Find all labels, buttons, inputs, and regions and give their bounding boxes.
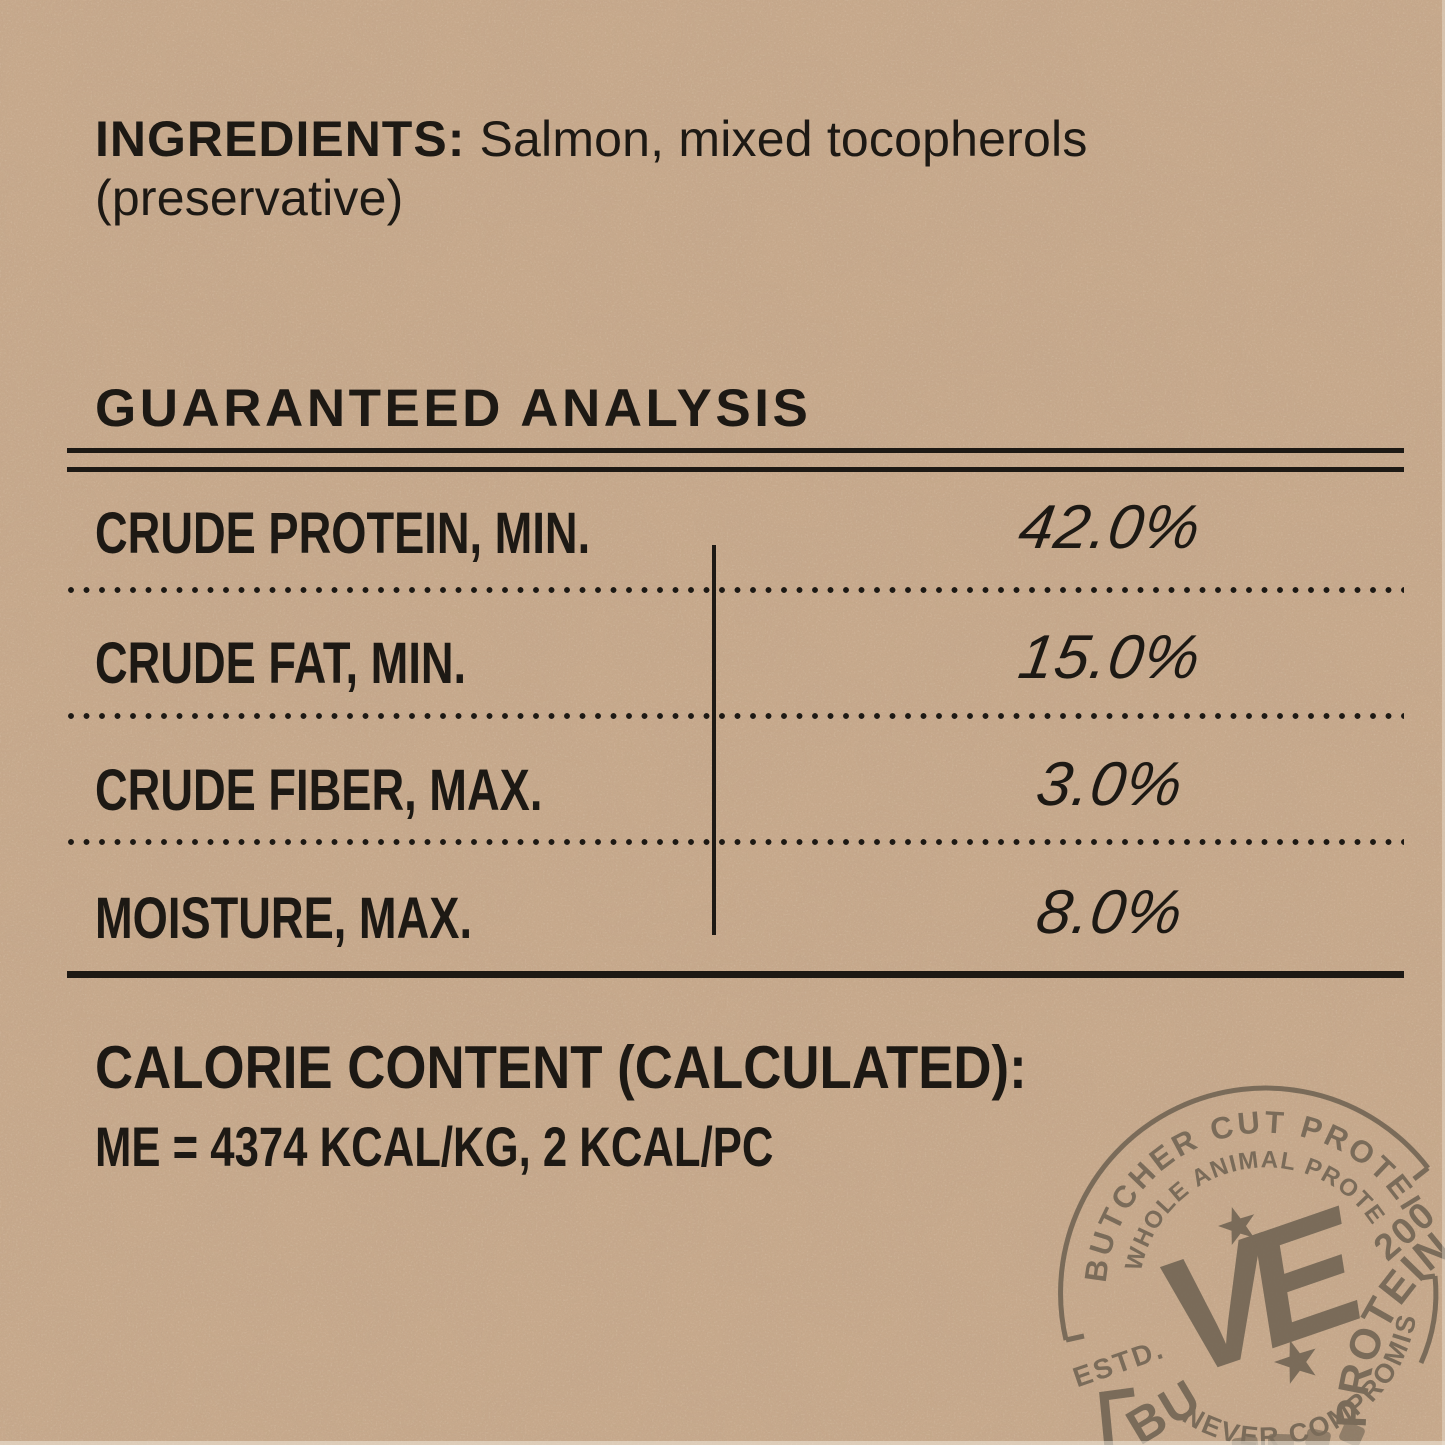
- ingredients-section: INGREDIENTS: Salmon, mixed tocopherols (…: [95, 110, 1140, 228]
- stamp-star-top: [1213, 1201, 1262, 1248]
- stamp-star-bottom: [1269, 1333, 1324, 1387]
- row-value-crude-fat: 15.0%: [1014, 623, 1206, 692]
- stamp-estd-label: ESTD.: [1069, 1333, 1169, 1393]
- photo-edge-right: [1442, 0, 1445, 1445]
- ingredients-text-line2: (preservative): [95, 170, 404, 226]
- calorie-content-value: ME = 4374 KCAL/KG, 2 KCAL/PC: [95, 1115, 774, 1178]
- row-value-crude-protein: 42.0%: [1014, 493, 1206, 562]
- row-value-moisture: 8.0%: [1031, 878, 1189, 947]
- row-label-crude-protein: CRUDE PROTEIN, MIN.: [95, 501, 591, 566]
- dotted-rule-3: [67, 838, 1404, 846]
- row-label-crude-fiber: CRUDE FIBER, MAX.: [95, 758, 543, 823]
- stamp-ve-monogram: VE: [1153, 1169, 1366, 1417]
- stamp-outer-ring: [1058, 1085, 1439, 1365]
- stamp-year-fragment: 200: [1366, 1193, 1444, 1268]
- corner-stamp-bracket: [1099, 1387, 1135, 1445]
- row-label-moisture: MOISTURE, MAX.: [95, 886, 473, 951]
- corner-stamp-text-end: T PROTEIN: [1328, 1222, 1445, 1445]
- corner-stamp-text-start: BU: [1117, 1368, 1211, 1445]
- solid-rule: [67, 971, 1404, 978]
- dotted-rule-1: [67, 586, 1404, 594]
- photo-edge-bottom: [0, 1441, 1445, 1445]
- calorie-content-title: CALORIE CONTENT (CALCULATED):: [95, 1034, 1027, 1101]
- dotted-rule-2: [67, 712, 1404, 720]
- double-rule: [67, 448, 1404, 472]
- row-label-crude-fat: CRUDE FAT, MIN.: [95, 631, 467, 696]
- column-divider: [712, 545, 716, 935]
- row-value-crude-fiber: 3.0%: [1031, 750, 1189, 819]
- ingredients-heading: INGREDIENTS:: [95, 111, 466, 167]
- ingredients-text: Salmon, mixed tocopherols: [479, 111, 1088, 167]
- guaranteed-analysis-title: GUARANTEED ANALYSIS: [95, 379, 812, 438]
